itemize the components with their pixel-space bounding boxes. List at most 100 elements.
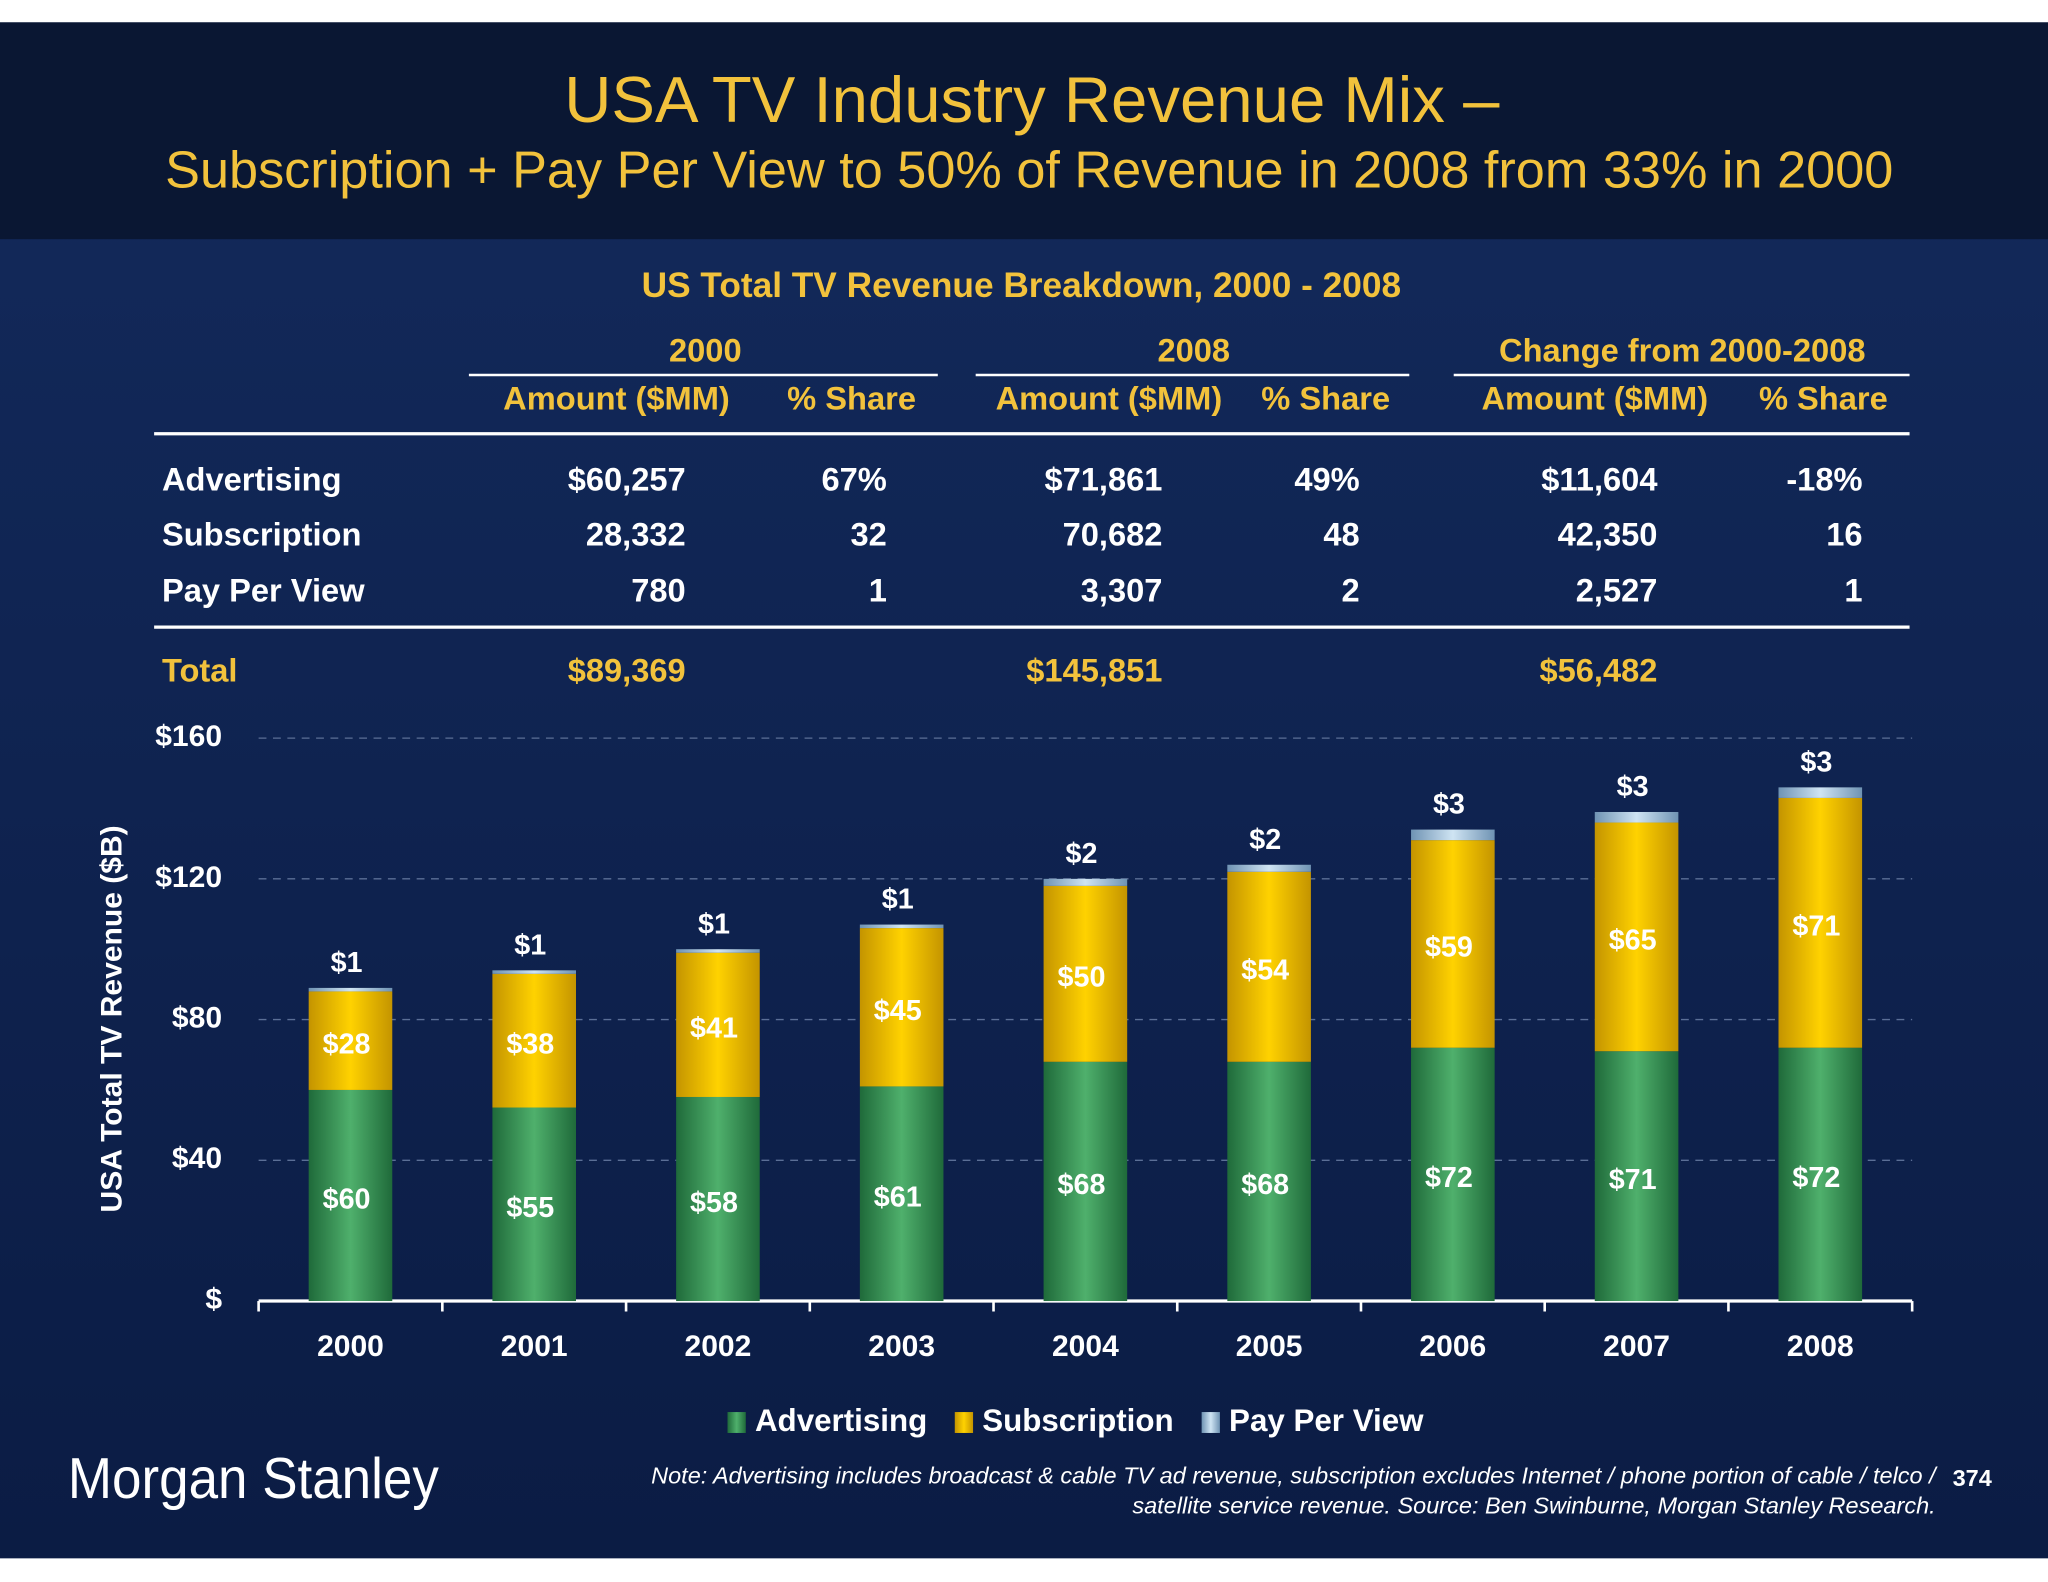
page-number: 374 — [1953, 1465, 1992, 1491]
column-header: % Share — [1759, 380, 1888, 417]
row-label: Subscription — [162, 516, 361, 553]
row-label: Advertising — [162, 461, 342, 498]
value-label: $3 — [1800, 746, 1832, 778]
value-label: $45 — [874, 995, 922, 1027]
value-label: $71 — [1792, 911, 1840, 943]
column-header: % Share — [787, 380, 916, 417]
legend-label: Subscription — [982, 1403, 1173, 1438]
legend-swatch — [727, 1412, 746, 1433]
x-tick-label: 2003 — [868, 1330, 935, 1363]
bar-segment — [1227, 1061, 1311, 1302]
y-tick-label: $ — [205, 1283, 222, 1316]
value-label: $1 — [882, 884, 914, 916]
value-label: $54 — [1241, 955, 1289, 987]
value-label: $68 — [1058, 1169, 1106, 1201]
bar-segment — [1778, 1047, 1863, 1302]
bar-segment — [676, 1096, 760, 1302]
x-tick-label: 2005 — [1236, 1330, 1303, 1363]
bar-segment — [1227, 864, 1311, 872]
bar-segment — [859, 924, 944, 929]
table-cell: 70,682 — [1063, 516, 1163, 553]
x-tick-label: 2008 — [1787, 1330, 1854, 1363]
table-cell: 49% — [1294, 461, 1359, 498]
column-header: Amount ($MM) — [503, 380, 730, 417]
value-label: $41 — [690, 1013, 738, 1045]
value-label: $1 — [514, 929, 546, 961]
value-label: $1 — [331, 947, 363, 979]
table-title: US Total TV Revenue Breakdown, 2000 - 20… — [642, 266, 1401, 305]
table-cell: 3,307 — [1081, 572, 1163, 609]
table: 2000 2008 Change from 2000-2008 Amount ($MM… — [162, 331, 1888, 688]
value-label: $2 — [1249, 824, 1281, 856]
column-header: Amount ($MM) — [1481, 380, 1708, 417]
table-cell: -18% — [1786, 461, 1862, 498]
value-label: $28 — [323, 1028, 371, 1060]
total-label: Total — [162, 651, 238, 688]
total-cell: $56,482 — [1539, 651, 1657, 688]
x-tick-label: 2002 — [685, 1330, 752, 1363]
value-label: $2 — [1065, 838, 1097, 870]
table-cell: 1 — [1844, 572, 1862, 609]
logo: Morgan Stanley — [68, 1447, 439, 1511]
bar-segment — [676, 952, 760, 1097]
total-cell: $145,851 — [1026, 651, 1162, 688]
value-label: $1 — [698, 908, 730, 940]
bar-segment — [1411, 829, 1495, 841]
value-label: $61 — [874, 1182, 922, 1214]
table-cell: 2 — [1342, 572, 1360, 609]
legend-swatch — [954, 1412, 974, 1433]
table-cell: 780 — [631, 572, 685, 609]
y-tick-label: $80 — [172, 1002, 222, 1035]
bar-segment — [492, 973, 576, 1108]
bar-segment — [1043, 1061, 1128, 1302]
bar-segment — [1411, 840, 1495, 1048]
bar-segment — [1778, 797, 1863, 1048]
row-label: Pay Per View — [162, 572, 365, 609]
group-header: 2008 — [1157, 331, 1230, 368]
x-tick-label: 2007 — [1603, 1330, 1670, 1363]
table-cell: $60,257 — [568, 461, 686, 498]
x-tick-label: 2006 — [1419, 1330, 1486, 1363]
bar-segment — [308, 987, 393, 992]
value-label: $65 — [1609, 925, 1657, 957]
value-label: $71 — [1609, 1164, 1657, 1196]
value-label: $38 — [506, 1028, 554, 1060]
header-band — [0, 22, 2048, 240]
table-cell: 42,350 — [1558, 516, 1658, 553]
bar-segment — [308, 991, 393, 1090]
legend-label: Pay Per View — [1229, 1403, 1424, 1438]
note-line: Note: Advertising includes broadcast & c… — [651, 1463, 1938, 1489]
value-label: $3 — [1617, 771, 1649, 803]
total-cell: $89,369 — [568, 651, 686, 688]
table-cell: 67% — [822, 461, 887, 498]
note-line: satellite service revenue. Source: Ben S… — [1132, 1493, 1935, 1519]
table-cell: 1 — [869, 572, 887, 609]
value-label: $68 — [1241, 1169, 1289, 1201]
slide-subtitle: Subscription + Pay Per View to 50% of Re… — [165, 142, 1893, 200]
legend-label: Advertising — [755, 1403, 927, 1438]
value-label: $55 — [506, 1192, 554, 1224]
table-cell: 28,332 — [586, 516, 686, 553]
bar-segment — [859, 928, 944, 1087]
table-cell: 32 — [851, 516, 887, 553]
bar-segment — [1594, 1051, 1679, 1302]
column-header: Amount ($MM) — [996, 380, 1223, 417]
value-label: $60 — [323, 1183, 371, 1215]
bar-segment — [1411, 1047, 1495, 1302]
slide-background — [0, 22, 2048, 1559]
value-label: $3 — [1433, 789, 1465, 821]
table-cell: 2,527 — [1576, 572, 1658, 609]
bar-segment — [492, 1107, 576, 1302]
x-tick-label: 2001 — [501, 1330, 568, 1363]
bar-segment — [1227, 871, 1311, 1062]
table-cell: $11,604 — [1541, 461, 1657, 498]
bar-segment — [1594, 822, 1679, 1052]
legend-swatch — [1201, 1412, 1220, 1433]
table-cell: 48 — [1323, 516, 1359, 553]
value-label: $50 — [1058, 962, 1106, 994]
table-cell: 16 — [1826, 516, 1862, 553]
bar-segment — [676, 949, 760, 953]
bar-segment — [492, 970, 576, 974]
